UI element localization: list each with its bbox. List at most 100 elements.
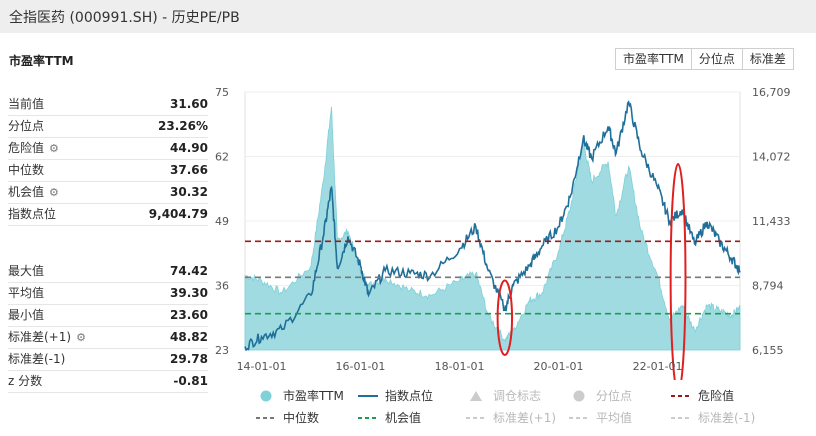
stat-row: 中位数 37.66 — [8, 160, 208, 182]
stat-row: 分位点 23.26% — [8, 116, 208, 138]
legend-item[interactable]: 平均值 — [568, 409, 632, 426]
highlight-ellipse — [669, 162, 687, 380]
pe-chart: 23 36 49 62 75 6,155 8,794 11,433 14,072 16,709 14… — [215, 86, 791, 380]
legend-item[interactable]: 市盈率TTM — [255, 387, 344, 404]
line-icon — [569, 416, 589, 419]
y-left-tick-label: 62 — [215, 151, 229, 164]
line-icon — [671, 394, 691, 397]
tab-pe-ttm[interactable]: 市盈率TTM — [615, 48, 692, 70]
legend-item[interactable]: 指数点位 — [357, 387, 433, 404]
legend-label: 危险值 — [698, 389, 735, 403]
line-icon — [256, 416, 276, 419]
x-tick-label: 16-01-01 — [336, 360, 386, 373]
legend-label: 分位点 — [596, 389, 633, 403]
x-tick-label: 14-01-01 — [237, 360, 287, 373]
stat-label-wrap: 最小值 — [8, 305, 44, 326]
pe-area — [244, 106, 741, 351]
stat-label: z 分数 — [8, 374, 43, 388]
line-icon — [466, 416, 486, 419]
legend-item[interactable]: 标准差(+1) — [465, 409, 556, 426]
legend-label: 标准差(-1) — [698, 411, 756, 425]
legend-item[interactable]: 中位数 — [255, 409, 319, 426]
stat-row: 平均值 39.30 — [8, 283, 208, 305]
legend-item[interactable]: 分位点 — [568, 387, 632, 404]
stat-value: 74.42 — [170, 264, 208, 278]
stat-value: -0.81 — [173, 374, 208, 388]
title-bar: 全指医药 (000991.SH) - 历史PE/PB — [0, 0, 816, 33]
legend-item[interactable]: 标准差(-1) — [670, 409, 755, 426]
legend-item[interactable]: 危险值 — [670, 387, 734, 404]
chart-axes: 23 36 49 62 75 6,155 8,794 11,433 14,072 16,709 14… — [215, 86, 791, 373]
stat-value: 23.60 — [170, 308, 208, 322]
stat-label: 标准差(+1) — [8, 330, 72, 344]
stat-label-wrap: 危险值 ⚙ — [8, 138, 59, 159]
stat-label: 平均值 — [8, 286, 45, 300]
tab-std-dev[interactable]: 标准差 — [741, 48, 794, 70]
stat-row: 标准差(+1) ⚙ 48.82 — [8, 327, 208, 349]
y-left-tick-label: 49 — [215, 215, 229, 228]
stat-label: 中位数 — [8, 163, 45, 177]
stat-value: 23.26% — [158, 119, 208, 133]
stat-label: 最大值 — [8, 264, 45, 278]
y-left-tick-label: 23 — [215, 344, 229, 357]
stat-row: 危险值 ⚙ 44.90 — [8, 138, 208, 160]
y-left-tick-label: 75 — [215, 86, 229, 99]
stat-row: z 分数 -0.81 — [8, 371, 208, 393]
stat-label-wrap: 指数点位 — [8, 204, 56, 225]
y-right-tick-label: 6,155 — [752, 344, 784, 357]
line-icon — [358, 416, 378, 419]
x-tick-label: 20-01-01 — [534, 360, 584, 373]
legend-label: 平均值 — [596, 411, 633, 425]
stat-label-wrap: 标准差(+1) ⚙ — [8, 327, 86, 348]
tab-percentile[interactable]: 分位点 — [690, 48, 743, 70]
legend-item[interactable]: 调仓标志 — [465, 387, 541, 404]
legend-label: 机会值 — [385, 411, 422, 425]
circle-icon — [573, 390, 585, 401]
stat-row: 最大值 74.42 — [8, 261, 208, 283]
legend-item[interactable]: 机会值 — [357, 409, 421, 426]
stat-label-wrap: 平均值 — [8, 283, 44, 304]
reference-lines — [245, 240, 740, 315]
stat-row: 机会值 ⚙ 30.32 — [8, 182, 208, 204]
gear-icon[interactable]: ⚙ — [49, 142, 59, 155]
legend-label: 市盈率TTM — [283, 389, 344, 403]
legend-label: 指数点位 — [385, 389, 434, 403]
line-icon — [358, 394, 378, 397]
pe-area-series — [244, 106, 741, 351]
metric-tabs: 市盈率TTM 分位点 标准差 — [615, 48, 794, 70]
stat-label: 分位点 — [8, 119, 45, 133]
stat-value: 30.32 — [170, 185, 208, 199]
stat-value: 9,404.79 — [148, 207, 208, 221]
legend-label: 中位数 — [283, 411, 320, 425]
stat-label: 危险值 — [8, 141, 45, 155]
section-title: 市盈率TTM — [9, 54, 74, 68]
stats-panel-bottom: 最大值 74.42 平均值 39.30 最小值 23.60 标准差(+1) ⚙ 48.82 标准差… — [8, 261, 208, 393]
stat-label-wrap: z 分数 — [8, 371, 42, 392]
legend-label: 标准差(+1) — [493, 411, 557, 425]
stat-value: 48.82 — [170, 330, 208, 344]
gear-icon[interactable]: ⚙ — [76, 331, 86, 344]
stat-row: 最小值 23.60 — [8, 305, 208, 327]
triangle-icon — [470, 390, 482, 401]
highlight-ellipse — [496, 279, 514, 356]
stat-label-wrap: 分位点 — [8, 116, 44, 137]
stat-label-wrap: 机会值 ⚙ — [8, 182, 59, 203]
y-right-tick-label: 8,794 — [752, 280, 784, 293]
gear-icon[interactable]: ⚙ — [49, 186, 59, 199]
circle-icon — [260, 390, 272, 401]
stat-row: 当前值 31.60 — [8, 94, 208, 116]
y-left-tick-label: 36 — [215, 280, 229, 293]
stat-label-wrap: 最大值 — [8, 261, 44, 282]
line-icon — [671, 416, 691, 419]
page-title: 全指医药 (000991.SH) - 历史PE/PB — [9, 10, 240, 26]
x-tick-label: 18-01-01 — [435, 360, 485, 373]
annotations — [496, 162, 687, 380]
stat-label: 标准差(-1) — [8, 352, 66, 366]
stat-label: 当前值 — [8, 97, 45, 111]
stat-label: 机会值 — [8, 185, 45, 199]
stat-label-wrap: 当前值 — [8, 94, 44, 115]
stat-row: 指数点位 9,404.79 — [8, 204, 208, 226]
stat-label: 最小值 — [8, 308, 45, 322]
stat-value: 44.90 — [170, 141, 208, 155]
y-right-tick-label: 14,072 — [752, 151, 791, 164]
